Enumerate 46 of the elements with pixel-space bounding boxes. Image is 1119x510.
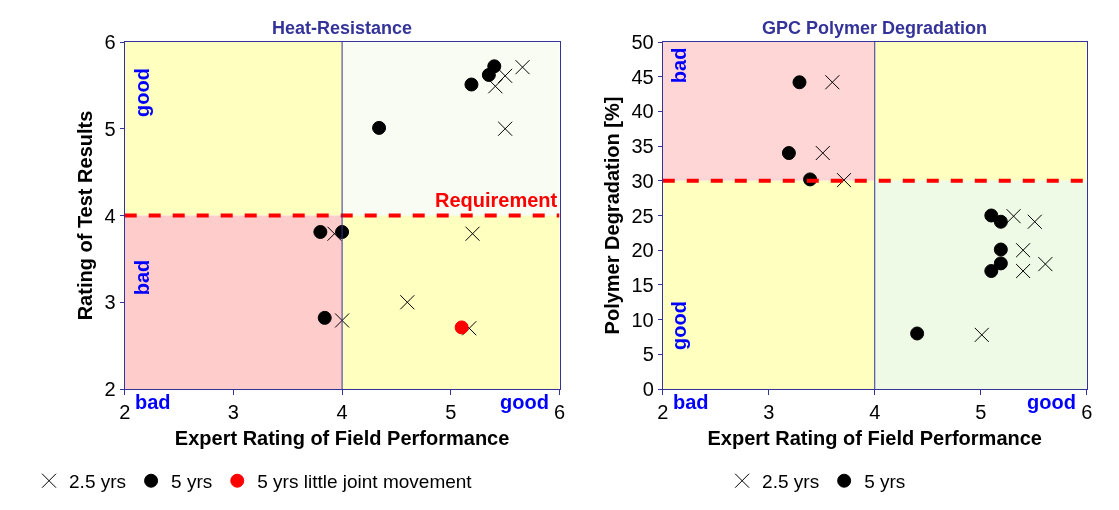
legend-label: 5 yrs [864, 471, 906, 493]
annotation: bad [668, 47, 691, 84]
legend-label: 2.5 yrs [69, 471, 127, 493]
x-tick-label: 5 [975, 401, 987, 423]
y-tick-label: 0 [642, 378, 654, 400]
legend-label: 2.5 yrs [762, 471, 820, 493]
x-tick-label: 6 [1081, 401, 1093, 423]
x-axis-title: Expert Rating of Field Performance [707, 426, 1042, 449]
x-tick-label: 4 [336, 401, 348, 423]
y-tick-label: 6 [104, 31, 116, 53]
annotation: bad [130, 259, 153, 296]
x-tick-label: 2 [119, 401, 131, 423]
text: good [500, 391, 549, 413]
x-tick-label: 4 [869, 401, 881, 423]
y-tick-label: 30 [631, 169, 654, 192]
y-tick-label: 15 [631, 273, 654, 296]
y-tick-label: 50 [631, 31, 654, 53]
text: bad [135, 391, 171, 413]
y-tick-label: 40 [631, 100, 654, 123]
y-tick-label: 5 [104, 117, 116, 140]
y-tick-label: 35 [631, 135, 654, 158]
text: good [1027, 391, 1076, 413]
x-tick-label: 3 [227, 401, 239, 423]
y-tick-label: 5 [642, 343, 654, 366]
chart-title: GPC Polymer Degradation [762, 18, 988, 38]
ref-line-label: Requirement [435, 189, 558, 211]
x-tick-label: 3 [763, 401, 775, 423]
annotation: good [131, 68, 154, 117]
y-tick-label: 45 [631, 65, 654, 88]
y-axis-title: Rating of Test Results [74, 110, 97, 321]
annotation: good [668, 301, 691, 350]
y-tick-label: 4 [104, 204, 116, 227]
legend-label: 5 yrs [171, 471, 213, 493]
y-axis-title: Polymer Degradation [%] [601, 96, 624, 335]
y-tick-label: 25 [631, 204, 654, 227]
y-tick-label: 20 [631, 239, 654, 262]
chart-title: Heat-Resistance [272, 18, 413, 38]
y-tick-label: 10 [631, 308, 654, 331]
x-tick-label: 2 [657, 401, 669, 423]
x-axis-title: Expert Rating of Field Performance [174, 426, 510, 449]
x-tick-label: 6 [553, 401, 566, 423]
legend-label: 5 yrs little joint movement [257, 471, 473, 493]
y-tick-label: 3 [104, 291, 116, 314]
text: bad [673, 391, 709, 413]
x-tick-label: 5 [445, 401, 457, 423]
y-tick-label: 2 [104, 378, 116, 400]
